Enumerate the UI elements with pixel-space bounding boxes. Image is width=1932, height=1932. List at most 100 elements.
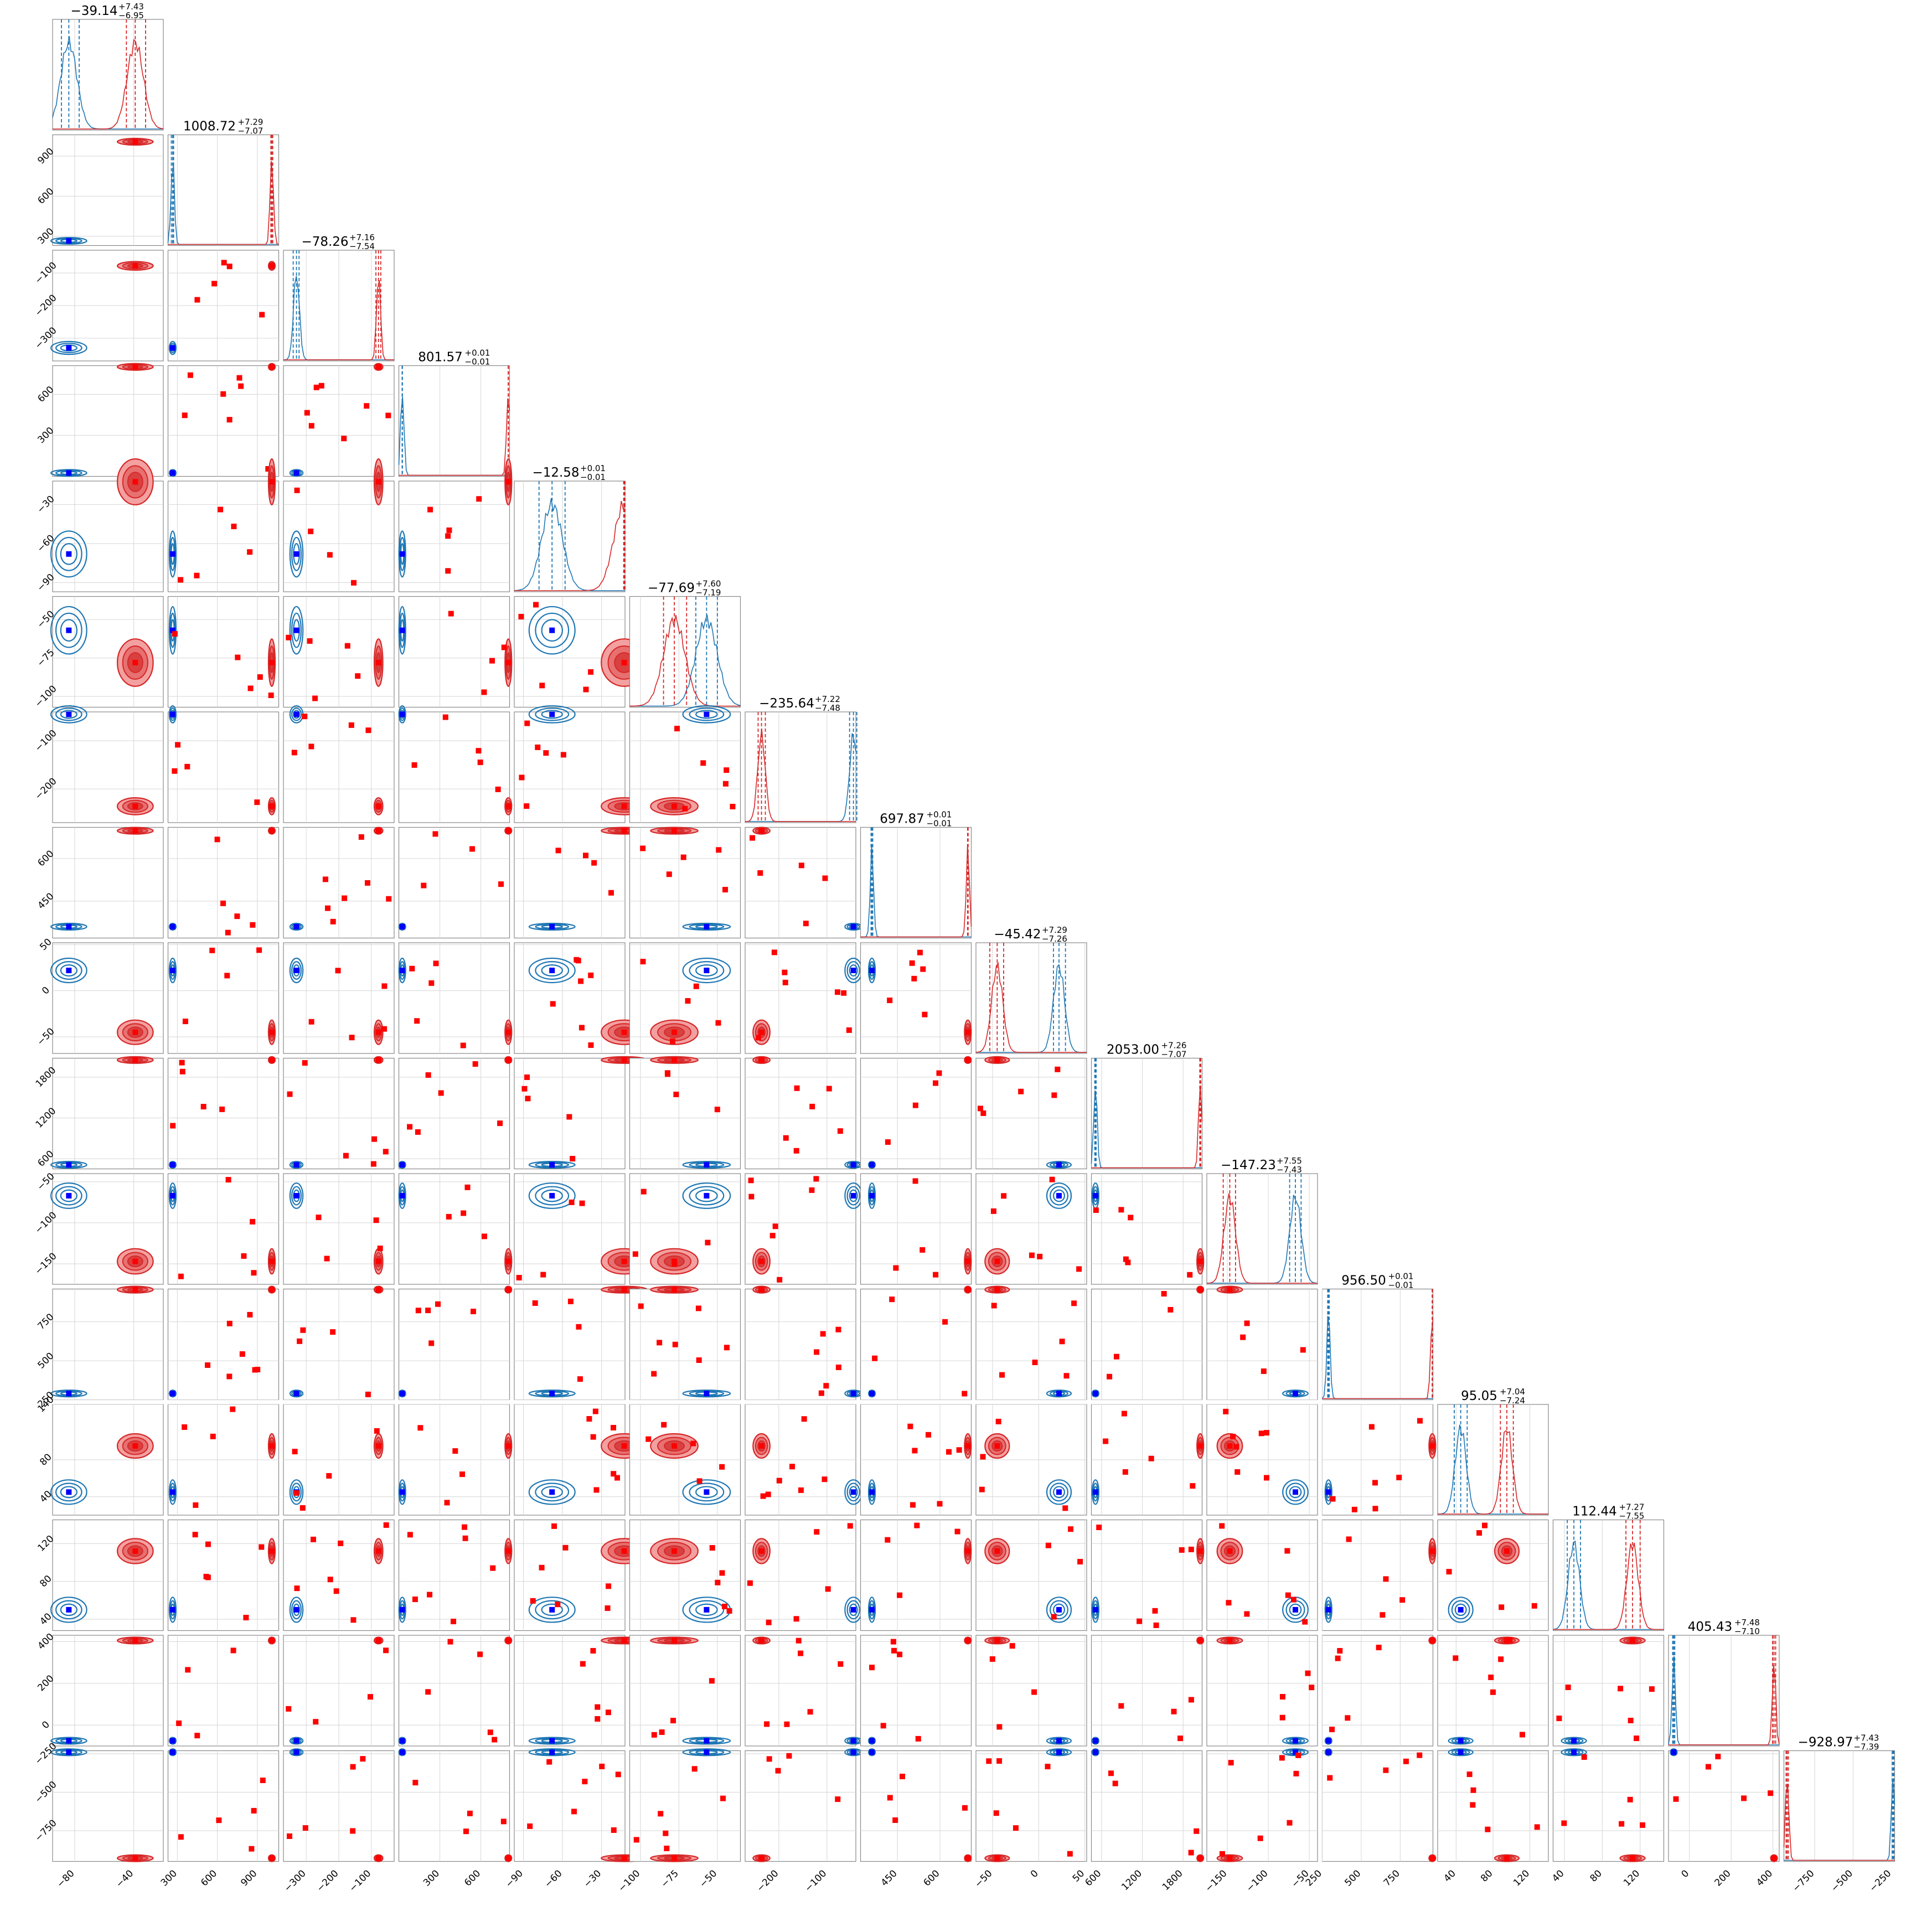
title-upper-error: +7.43 bbox=[1854, 1733, 1879, 1743]
panel-6-0: −200−100 bbox=[33, 705, 164, 823]
red-marker bbox=[835, 1326, 841, 1332]
panel-frame bbox=[1668, 1750, 1780, 1862]
red-marker bbox=[994, 1443, 1000, 1449]
panel-frame bbox=[398, 826, 510, 939]
x-tick-label: 120 bbox=[1621, 1868, 1642, 1888]
panel-14-7 bbox=[860, 1635, 972, 1747]
panel-13-12 bbox=[1437, 1519, 1549, 1631]
panel-15-15: −750 −500 −250 bbox=[1783, 1750, 1895, 1894]
red-marker bbox=[674, 726, 680, 732]
title-upper-error: +7.43 bbox=[118, 2, 144, 12]
red-marker bbox=[1264, 1475, 1270, 1481]
red-marker bbox=[994, 1258, 1000, 1264]
red-marker bbox=[569, 1199, 575, 1205]
blue-marker bbox=[1092, 1193, 1098, 1199]
red-marker bbox=[1118, 1207, 1124, 1213]
blue-contour bbox=[682, 705, 731, 724]
blue-contour bbox=[528, 1182, 576, 1209]
blue-contour bbox=[168, 606, 177, 655]
red-marker bbox=[1197, 1443, 1203, 1449]
blue-contour bbox=[528, 1389, 576, 1398]
panel-14-12 bbox=[1437, 1635, 1549, 1747]
red-marker bbox=[312, 695, 318, 701]
red-marker bbox=[375, 1287, 381, 1293]
red-marker bbox=[666, 871, 672, 877]
blue-marker bbox=[850, 1193, 856, 1199]
red-marker bbox=[611, 1424, 617, 1430]
red-marker bbox=[640, 1189, 647, 1195]
red-marker bbox=[1346, 1536, 1352, 1542]
panel-14-5 bbox=[629, 1635, 741, 1747]
red-marker bbox=[226, 264, 233, 270]
red-marker bbox=[247, 685, 254, 691]
red-marker bbox=[286, 634, 292, 640]
red-marker bbox=[1190, 1483, 1196, 1489]
red-marker bbox=[500, 1819, 507, 1825]
red-marker bbox=[784, 1721, 790, 1727]
x-tick-label: −90 bbox=[503, 1868, 525, 1890]
panel-frame bbox=[52, 826, 164, 939]
red-marker bbox=[383, 1149, 389, 1155]
blue-contour bbox=[50, 957, 87, 984]
blue-marker bbox=[1325, 1738, 1331, 1744]
blue-contour bbox=[528, 922, 576, 931]
red-marker bbox=[1137, 1618, 1143, 1624]
red-marker bbox=[415, 1129, 421, 1135]
red-marker bbox=[239, 1351, 245, 1357]
red-marker bbox=[621, 803, 627, 809]
blue-marker bbox=[399, 551, 405, 557]
panel-frame bbox=[52, 1057, 164, 1170]
red-marker bbox=[543, 750, 549, 756]
x-tick-label: 0 bbox=[1029, 1868, 1041, 1880]
blue-contour bbox=[398, 1597, 406, 1623]
blue-marker bbox=[66, 1749, 72, 1755]
red-marker bbox=[527, 1823, 533, 1829]
red-marker bbox=[758, 1029, 764, 1035]
blue-contour bbox=[60, 1486, 78, 1499]
red-marker bbox=[574, 957, 580, 963]
panel-frame bbox=[629, 1750, 741, 1862]
red-marker bbox=[287, 1091, 293, 1097]
red-marker bbox=[599, 1763, 605, 1769]
red-marker bbox=[651, 1732, 657, 1738]
blue-contour bbox=[867, 1479, 876, 1505]
blue-contour bbox=[1282, 1748, 1309, 1757]
blue-contour bbox=[289, 530, 304, 578]
x-tick-label: −100 bbox=[803, 1868, 829, 1894]
red-marker bbox=[818, 1390, 824, 1396]
blue-marker bbox=[169, 345, 175, 351]
blue-contour bbox=[398, 1182, 406, 1209]
red-marker bbox=[451, 1619, 457, 1625]
blue-contour bbox=[1091, 1737, 1099, 1745]
blue-marker bbox=[869, 968, 875, 973]
red-marker bbox=[1429, 1637, 1435, 1644]
red-marker bbox=[192, 1532, 198, 1538]
red-marker bbox=[172, 631, 178, 637]
blue-marker bbox=[293, 1606, 299, 1613]
red-marker bbox=[1399, 1597, 1406, 1603]
red-marker bbox=[308, 1019, 314, 1025]
panel-frame bbox=[860, 1750, 972, 1862]
red-marker bbox=[539, 683, 545, 689]
red-marker bbox=[1429, 1855, 1435, 1861]
panel-8-2 bbox=[283, 942, 395, 1054]
blue-marker bbox=[169, 711, 175, 717]
blue-contour bbox=[1324, 1479, 1332, 1505]
red-marker bbox=[254, 799, 260, 805]
panel-10-7 bbox=[860, 1173, 972, 1285]
red-marker bbox=[793, 1616, 799, 1622]
panel-8-7 bbox=[860, 942, 972, 1054]
y-tick-label: 0 bbox=[40, 1719, 52, 1731]
panel-11-6 bbox=[745, 1285, 863, 1401]
blue-marker bbox=[549, 1738, 555, 1744]
blue-contour bbox=[846, 1482, 860, 1502]
red-marker bbox=[980, 1454, 986, 1460]
red-marker bbox=[308, 743, 314, 750]
red-marker bbox=[724, 767, 730, 773]
red-marker bbox=[582, 1779, 588, 1785]
red-marker bbox=[241, 1253, 247, 1259]
blue-contour bbox=[289, 606, 304, 655]
blue-contour bbox=[1448, 1748, 1474, 1757]
red-marker bbox=[782, 969, 788, 975]
panel-frame bbox=[1091, 1057, 1203, 1170]
